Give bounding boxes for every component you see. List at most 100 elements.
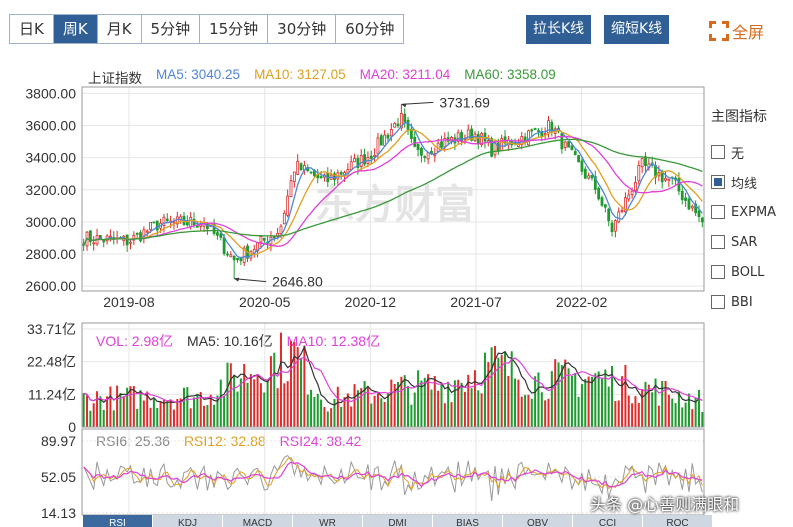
volume-bar [172,409,175,427]
volume-bar [356,390,359,427]
volume-bar [246,382,249,427]
volume-bar [433,375,436,427]
candle-body [463,137,467,140]
volume-bar [176,399,179,427]
indicator-tab-4[interactable]: DMI [363,515,433,527]
candle-body [553,128,557,134]
candle-body [690,205,694,209]
indicator-option-0[interactable]: 无 [711,137,776,167]
candle-body [353,158,356,163]
tab-period-2[interactable]: 月K [97,15,142,43]
volume-bar [500,355,503,427]
candle-body [195,225,199,228]
checkbox-icon[interactable] [711,175,725,189]
volume-bar [99,396,102,427]
indicator-option-5[interactable]: BBI [711,287,776,317]
candle-body [185,221,189,226]
volume-bar [156,407,159,427]
indicator-option-3[interactable]: SAR [711,227,776,257]
tab-period-0[interactable]: 日K [10,15,54,43]
volume-bar [397,382,400,427]
date-tick-label: 2020-12 [345,294,397,310]
tab-period-6[interactable]: 60分钟 [336,15,404,43]
candle-body [373,154,377,157]
indicator-option-2[interactable]: EXPMA [711,197,776,227]
volume-tick-label: 22.48亿 [27,354,76,370]
checkbox-icon[interactable] [711,145,725,159]
volume-bar [386,393,389,427]
volume-bar [216,395,219,427]
volume-tick-label: 11.24亿 [28,386,76,402]
volume-bar [253,379,256,427]
volume-bar [624,364,627,427]
indicator-tab-8[interactable]: ROC [643,515,713,527]
indicator-tab-5[interactable]: BIAS [433,515,503,527]
candle-body [105,235,109,242]
candle-body [570,145,574,151]
volume-bar [584,378,587,427]
volume-bar [306,394,309,427]
candle-body [169,220,173,223]
volume-bar [667,394,670,427]
indicator-tab-7[interactable]: CCI [573,515,643,527]
rsi-legend: RSI6: 25.36 RSI12: 32.88 RSI24: 38.42 [96,433,375,449]
volume-bar [544,400,547,427]
volume-bar [607,386,610,427]
volume-bar [326,411,329,427]
indicator-option-4[interactable]: BOLL [711,257,776,287]
volume-bar [303,345,306,427]
candle-body [316,174,320,179]
volume-bar [647,384,650,427]
indicator-tab-3[interactable]: WR [293,515,363,527]
tab-period-4[interactable]: 15分钟 [200,15,269,43]
volume-bar [574,373,577,427]
volume-bar [186,387,189,427]
volume-bar [313,396,316,427]
indicator-tab-0[interactable]: RSI [83,515,153,527]
volume-bar [182,387,185,427]
volume-bar [89,410,92,427]
volume-bar [674,403,677,427]
volume-bar [520,396,523,427]
tab-period-1[interactable]: 周K [53,15,98,43]
indicator-tab-1[interactable]: KDJ [153,515,223,527]
indicator-tab-2[interactable]: MACD [223,515,293,527]
volume-bar [179,398,182,427]
tab-period-5[interactable]: 30分钟 [268,15,337,43]
candle-body [359,154,363,167]
candle-body [603,204,607,208]
checkbox-icon[interactable] [711,265,725,279]
candle-body [440,141,443,148]
volume-bar [142,400,145,427]
ma20-line [83,135,703,247]
candle-body [530,129,534,132]
checkbox-icon[interactable] [711,295,725,309]
main-legend: 上证指数 MA5: 3040.25 MA10: 3127.05 MA20: 32… [88,67,570,87]
stretch-kline-button[interactable]: 拉长K线 [526,15,592,44]
volume-bar [524,394,527,427]
volume-bar [343,397,346,427]
volume-bar [169,399,172,427]
candle-body [433,153,437,157]
candle-body [202,222,206,227]
volume-bar [219,379,222,427]
checkbox-icon[interactable] [711,235,725,249]
candle-body [473,133,477,141]
indicator-option-1[interactable]: 均线 [711,167,776,197]
shrink-kline-button[interactable]: 缩短K线 [604,15,670,44]
volume-bar [697,389,700,427]
indicator-tab-6[interactable]: OBV [503,515,573,527]
tab-period-3[interactable]: 5分钟 [141,15,201,43]
candle-body [85,231,89,247]
fullscreen-button[interactable]: 全屏 [709,19,764,43]
candle-body [149,222,152,231]
candle-body [687,198,691,210]
candle-body [700,217,704,223]
candle-body [289,180,293,197]
volume-bar [564,359,567,427]
date-tick-label: 2021-07 [450,294,502,310]
volume-bar [413,392,416,427]
volume-bar [423,377,426,427]
checkbox-icon[interactable] [711,205,725,219]
candle-body [306,167,310,171]
